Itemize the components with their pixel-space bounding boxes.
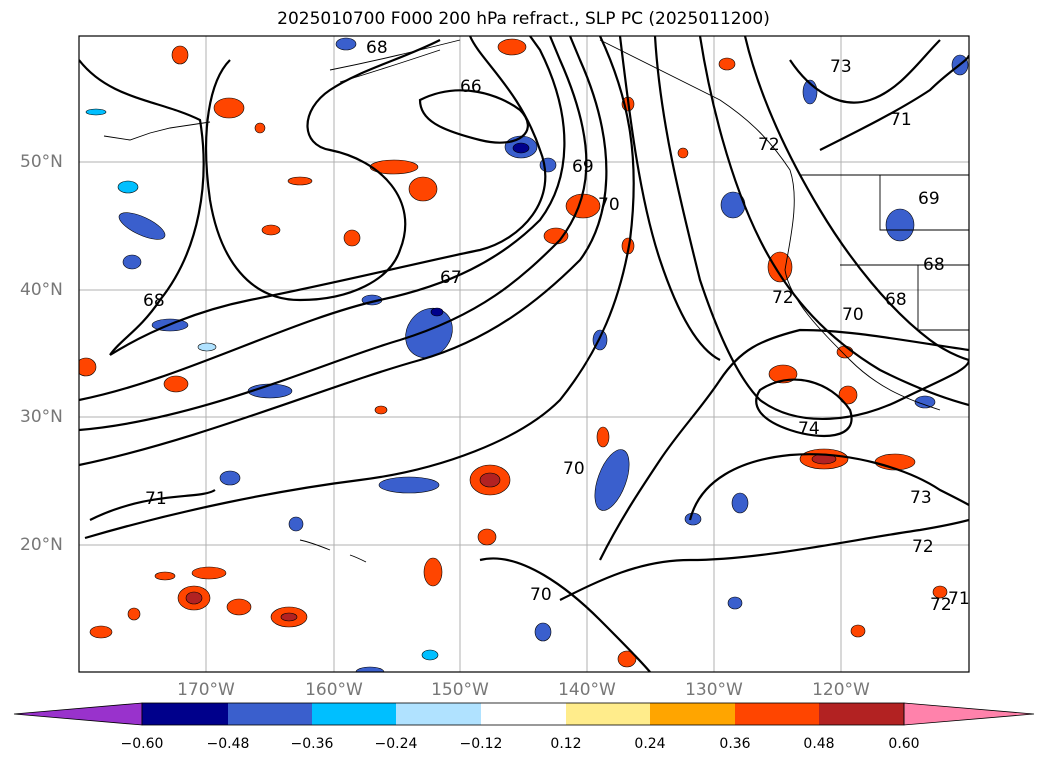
colorbar-tick-label: 0.48 xyxy=(803,736,835,752)
contour-label: 74 xyxy=(798,419,820,439)
contour-label: 72 xyxy=(758,135,780,155)
colorbar-segment xyxy=(228,703,312,725)
contour-label: 68 xyxy=(923,255,945,275)
contour-label: 69 xyxy=(572,157,594,177)
map-area xyxy=(79,36,969,672)
coastline xyxy=(103,39,969,563)
contour-label-group: 68 66 69 70 67 68 71 70 72 74 73 72 71 6… xyxy=(143,38,970,615)
colorbar-outline xyxy=(141,702,905,726)
lon-label-140w: 140°W xyxy=(558,680,616,700)
colorbar-segment xyxy=(650,703,735,725)
lat-label-40n: 40°N xyxy=(20,280,63,300)
contour-label: 69 xyxy=(918,189,940,209)
map-title: 2025010700 F000 200 hPa refract., SLP PC… xyxy=(277,9,770,29)
colorbar-segment xyxy=(566,703,650,725)
positive-anomaly-shading xyxy=(79,38,948,668)
contour-label: 72 xyxy=(930,595,952,615)
lat-label-30n: 30°N xyxy=(20,407,63,427)
contour-label: 73 xyxy=(910,488,932,508)
contour-label: 73 xyxy=(830,57,852,77)
colorbar-tick-label: −0.48 xyxy=(206,736,250,752)
colorbar-tick-label: −0.36 xyxy=(290,736,334,752)
contour-label: 71 xyxy=(890,110,912,130)
contour-label: 71 xyxy=(948,589,970,609)
map-frame xyxy=(78,35,970,673)
lon-label-130w: 130°W xyxy=(685,680,743,700)
lon-label-160w: 160°W xyxy=(305,680,363,700)
colorbar-tick-label: −0.24 xyxy=(374,736,418,752)
colorbar-tick-label: 0.36 xyxy=(719,736,751,752)
colorbar-segment xyxy=(142,703,228,725)
colorbar-tick-label: −0.60 xyxy=(120,736,164,752)
contour-label: 70 xyxy=(842,305,864,325)
contour-label: 66 xyxy=(460,77,482,97)
colorbar-segment xyxy=(312,703,396,725)
contour-label: 68 xyxy=(885,290,907,310)
colorbar-tick-label: −0.12 xyxy=(459,736,503,752)
colorbar xyxy=(13,702,1035,726)
contour-label: 70 xyxy=(598,195,620,215)
contour-label: 70 xyxy=(530,585,552,605)
lon-label-120w: 120°W xyxy=(812,680,870,700)
contour-label: 70 xyxy=(563,459,585,479)
lat-label-50n: 50°N xyxy=(20,152,63,172)
negative-anomaly-shading xyxy=(85,37,969,672)
lat-label-20n: 20°N xyxy=(20,535,63,555)
contour-label: 68 xyxy=(366,38,388,58)
colorbar-extend-high xyxy=(903,702,1035,726)
colorbar-tick-label: 0.60 xyxy=(888,736,920,752)
colorbar-extend-low xyxy=(13,702,143,726)
slp-contours xyxy=(79,36,969,672)
lon-label-150w: 150°W xyxy=(431,680,489,700)
contour-label: 72 xyxy=(912,537,934,557)
colorbar-segment xyxy=(481,703,566,725)
contour-label: 67 xyxy=(440,268,462,288)
colorbar-segment xyxy=(735,703,819,725)
colorbar-segment xyxy=(819,703,904,725)
colorbar-tick-label: 0.24 xyxy=(634,736,666,752)
contour-label: 68 xyxy=(143,291,165,311)
colorbar-segment xyxy=(396,703,481,725)
contour-label: 71 xyxy=(145,489,167,509)
colorbar-tick-label: 0.12 xyxy=(550,736,582,752)
lon-label-170w: 170°W xyxy=(177,680,235,700)
contour-label: 72 xyxy=(772,288,794,308)
